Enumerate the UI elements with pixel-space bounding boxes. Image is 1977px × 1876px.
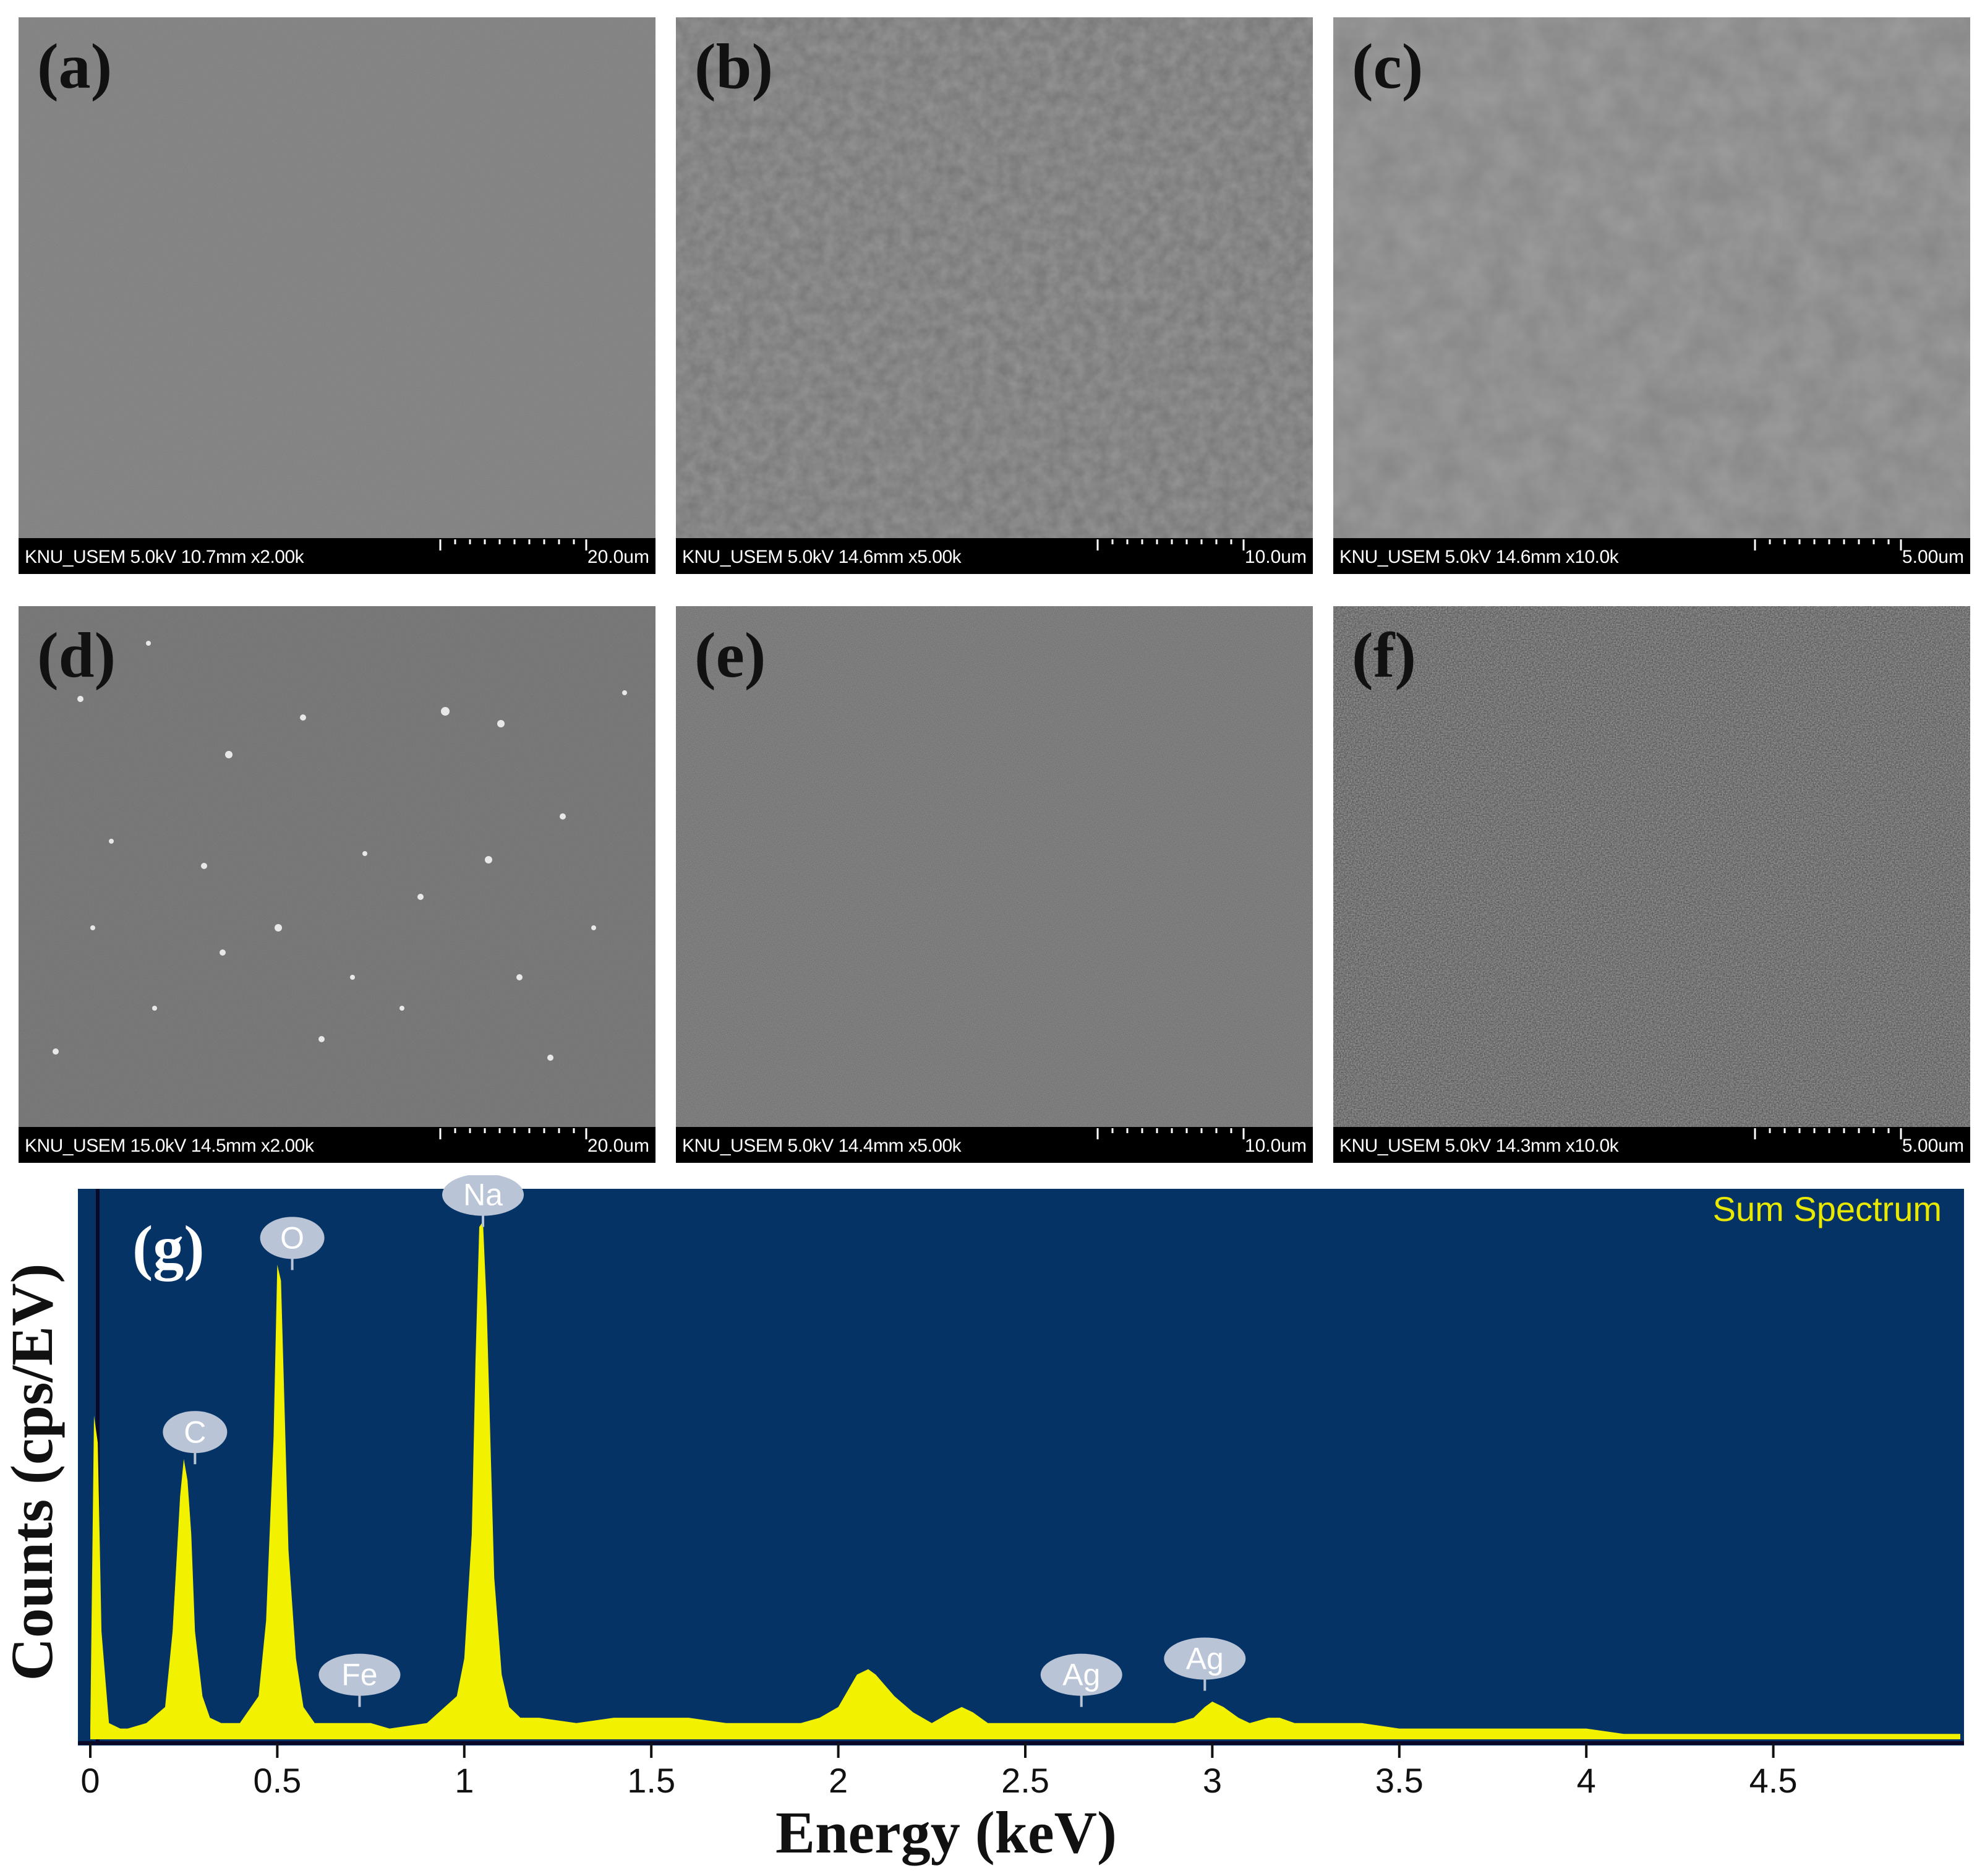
sem-info-bar-d: KNU_USEM 15.0kV 14.5mm x2.00k 20.0um (19, 1127, 655, 1163)
eds-spectrum-chart: 0 0.5 1 1.5 2 2.5 3 3.5 4 4.5 C O Na Fe Ag Ag Sum Spec… (0, 1175, 1964, 1865)
peak-label-badge (442, 1175, 524, 1216)
y-axis-label: Counts (cps/EV) (0, 1264, 65, 1681)
x-tick-label: 4.5 (1749, 1761, 1798, 1800)
scale-bar-ticks-b (1096, 539, 1245, 550)
peak-label-c: C (163, 1411, 228, 1465)
scale-bar-ticks-f (1754, 1128, 1902, 1139)
peak-label-text: Ag (1186, 1642, 1224, 1676)
scale-bar-label-a: 20.0um (587, 547, 649, 567)
x-axis-label: Energy (keV) (775, 1799, 1117, 1865)
panel-label-g: (g) (132, 1213, 205, 1282)
panel-label-e: (e) (694, 620, 766, 691)
sem-info-d: KNU_USEM 15.0kV 14.5mm x2.00k (25, 1136, 314, 1156)
plot-background (78, 1189, 1964, 1745)
sem-info-bar-a: KNU_USEM 5.0kV 10.7mm x2.00k 20.0um (19, 538, 655, 574)
peak-label-ag: Ag (1040, 1653, 1122, 1707)
sem-image-c (1333, 17, 1970, 538)
sem-image-e (676, 606, 1313, 1127)
eds-spectrum-panel: 0 0.5 1 1.5 2 2.5 3 3.5 4 4.5 C O Na Fe Ag Ag Sum Spec… (0, 1175, 1977, 1876)
scale-bar-label-b: 10.0um (1244, 547, 1307, 567)
sem-image-a (19, 17, 655, 538)
sem-panel-a: (a) KNU_USEM 5.0kV 10.7mm x2.00k 20.0um (19, 17, 655, 574)
peak-label-badge (1164, 1637, 1246, 1680)
peak-label-text: Na (463, 1178, 503, 1212)
peak-label-text: Ag (1062, 1658, 1100, 1692)
x-tick-label: 1.5 (627, 1761, 675, 1800)
panel-label-a: (a) (37, 31, 113, 102)
x-tick-label: 2 (829, 1761, 848, 1800)
scale-bar-label-f: 5.00um (1902, 1136, 1964, 1156)
peak-label-badge (318, 1653, 401, 1696)
scale-bar-ticks-c (1754, 539, 1902, 550)
x-ticks: 0 0.5 1 1.5 2 2.5 3 3.5 4 4.5 (80, 1743, 1798, 1800)
x-tick-label: 0 (80, 1761, 100, 1800)
peak-label-text: Fe (341, 1658, 377, 1692)
panel-label-d: (d) (37, 620, 116, 691)
x-tick-label: 4 (1577, 1761, 1596, 1800)
peak-label-fe: Fe (318, 1653, 401, 1707)
sem-info-f: KNU_USEM 5.0kV 14.3mm x10.0k (1339, 1136, 1619, 1156)
x-tick-label: 3.5 (1375, 1761, 1424, 1800)
sem-panel-b: (b) KNU_USEM 5.0kV 14.6mm x5.00k 10.0um (676, 17, 1313, 574)
sem-info-e: KNU_USEM 5.0kV 14.4mm x5.00k (682, 1136, 962, 1156)
peak-label-badge (260, 1217, 325, 1259)
spectrum-area (90, 1221, 1960, 1739)
sem-info-c: KNU_USEM 5.0kV 14.6mm x10.0k (1339, 547, 1619, 567)
sem-panel-d: (d) KNU_USEM 15.0kV 14.5mm x2.00k 20.0um (19, 606, 655, 1163)
panel-label-b: (b) (694, 31, 774, 102)
sem-info-b: KNU_USEM 5.0kV 14.6mm x5.00k (682, 547, 962, 567)
legend-sum-spectrum: Sum Spectrum (1713, 1189, 1942, 1228)
scale-bar-ticks-d (439, 1128, 587, 1139)
panel-label-f: (f) (1352, 620, 1416, 691)
sem-panel-e: (e) KNU_USEM 5.0kV 14.4mm x5.00k 10.0um (676, 606, 1313, 1163)
peak-label-text: O (280, 1220, 304, 1255)
sem-info-a: KNU_USEM 5.0kV 10.7mm x2.00k (25, 547, 304, 567)
peak-label-ag: Ag (1164, 1637, 1246, 1691)
sem-info-bar-b: KNU_USEM 5.0kV 14.6mm x5.00k 10.0um (676, 538, 1313, 574)
x-tick-label: 0.5 (253, 1761, 301, 1800)
sem-info-bar-e: KNU_USEM 5.0kV 14.4mm x5.00k 10.0um (676, 1127, 1313, 1163)
peak-label-o: O (260, 1217, 325, 1270)
x-tick-label: 2.5 (1001, 1761, 1049, 1800)
peak-label-text: C (184, 1415, 206, 1449)
x-tick-label: 3 (1203, 1761, 1222, 1800)
scale-bar-ticks-a (439, 539, 587, 550)
scale-bar-label-e: 10.0um (1244, 1136, 1307, 1156)
peak-label-badge (163, 1411, 228, 1454)
x-tick-label: 1 (455, 1761, 474, 1800)
sem-info-bar-f: KNU_USEM 5.0kV 14.3mm x10.0k 5.00um (1333, 1127, 1970, 1163)
sem-info-bar-c: KNU_USEM 5.0kV 14.6mm x10.0k 5.00um (1333, 538, 1970, 574)
peak-label-na: Na (442, 1175, 524, 1227)
peak-annotations: C O Na Fe Ag Ag (163, 1175, 1246, 1707)
sem-image-f (1333, 606, 1970, 1127)
sem-panel-f: (f) KNU_USEM 5.0kV 14.3mm x10.0k 5.00um (1333, 606, 1970, 1163)
sem-panel-c: (c) KNU_USEM 5.0kV 14.6mm x10.0k 5.00um (1333, 17, 1970, 574)
sem-image-b (676, 17, 1313, 538)
scale-bar-label-d: 20.0um (587, 1136, 649, 1156)
peak-label-badge (1040, 1653, 1122, 1696)
sem-image-d (19, 606, 655, 1127)
scale-bar-label-c: 5.00um (1902, 547, 1964, 567)
scale-bar-ticks-e (1096, 1128, 1245, 1139)
panel-label-c: (c) (1352, 31, 1424, 102)
